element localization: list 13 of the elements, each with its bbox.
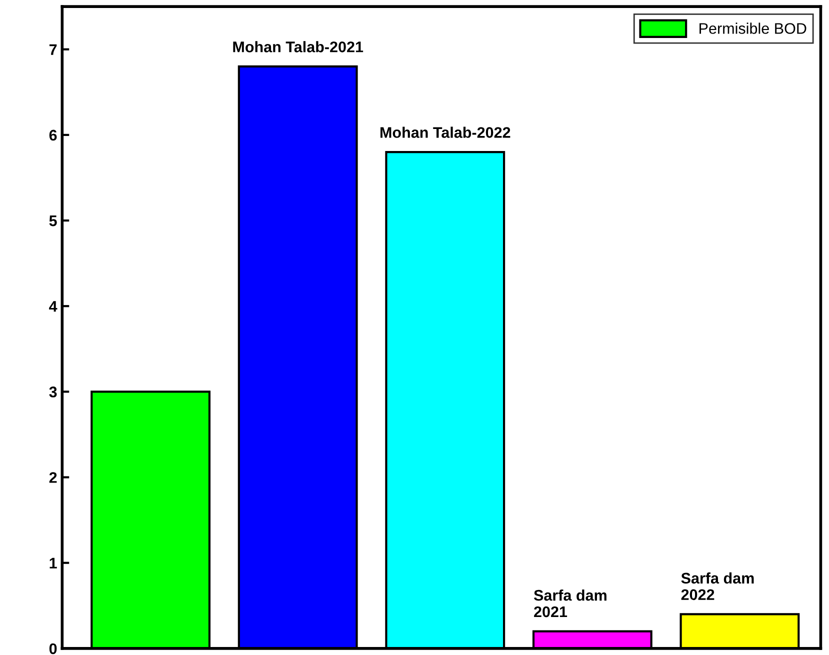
y-tick-label: 6: [49, 130, 57, 141]
x-tick-label: Sarfa dam 2021: [534, 590, 606, 618]
y-tick-label: 2: [49, 472, 57, 483]
y-tick-label: 5: [49, 216, 57, 226]
x-tick-label: Mohan Talab-2022: [380, 126, 510, 138]
y-tick-label: 4: [49, 301, 58, 312]
x-tick-label: Sarfa dam 2022: [681, 572, 754, 600]
legend-label: Permisible BOD: [700, 22, 806, 34]
y-tick-label: 1: [50, 558, 57, 568]
y-tick-label: 3: [49, 386, 57, 398]
y-tick-label: 0: [49, 643, 57, 654]
x-tick-label: Mohan Talab-2021: [233, 41, 364, 52]
y-tick-label: 7: [49, 44, 57, 55]
